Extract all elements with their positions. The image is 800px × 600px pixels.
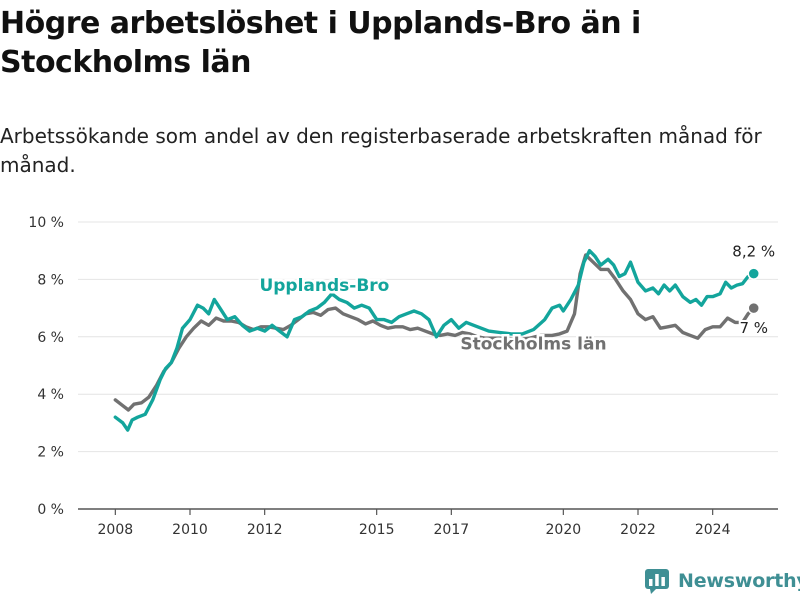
x-axis: 2008 2010 2012 2015 2017 2020 2022 2024 <box>78 508 778 538</box>
logo-text: Newsworthy <box>678 570 800 592</box>
x-tick-label: 2017 <box>434 522 470 538</box>
y-axis-ticks: 0 % 2 % 4 % 6 % 8 % 10 % <box>28 215 64 518</box>
y-tick-label: 2 % <box>37 445 64 461</box>
series-name-label: Stockholms län <box>460 335 606 355</box>
y-tick-label: 6 % <box>37 330 64 346</box>
series-name-label: Upplands-Bro <box>259 276 389 296</box>
end-point-stockholms-l-n <box>747 301 760 315</box>
gridlines <box>78 221 778 453</box>
y-tick-label: 0 % <box>37 502 64 518</box>
end-value-label: 8,2 % <box>732 243 775 261</box>
end-value-label: 7 % <box>739 319 768 337</box>
x-tick-label: 2012 <box>247 522 283 538</box>
y-tick-label: 8 % <box>37 272 64 288</box>
line-chart: 0 % 2 % 4 % 6 % 8 % 10 % 2008 2010 2012 2015 2017… <box>28 215 778 538</box>
series-line-upplands-bro <box>113 249 756 432</box>
x-tick-label: 2015 <box>359 522 395 538</box>
chart-title: Högre arbetslöshet i Upplands-Bro än i S… <box>0 6 641 80</box>
newsworthy-logo: Newsworthy <box>644 568 800 594</box>
chart-subtitle: Arbetssökande som andel av den registerb… <box>0 124 762 177</box>
end-point-upplands-bro <box>747 267 760 280</box>
y-tick-label: 4 % <box>37 387 64 403</box>
x-tick-label: 2022 <box>620 522 656 538</box>
bar-chart-icon <box>645 569 669 594</box>
x-tick-label: 2010 <box>172 522 208 538</box>
y-tick-label: 10 % <box>28 215 64 231</box>
series-line-stockholms-l-n <box>113 253 756 412</box>
series-labels: 8,2 % 7 % Upplands-Bro Stockholms län <box>257 241 777 358</box>
series-lines <box>113 249 756 432</box>
x-tick-label: 2020 <box>546 522 582 538</box>
x-tick-label: 2024 <box>695 522 731 538</box>
x-tick-label: 2008 <box>98 522 134 538</box>
